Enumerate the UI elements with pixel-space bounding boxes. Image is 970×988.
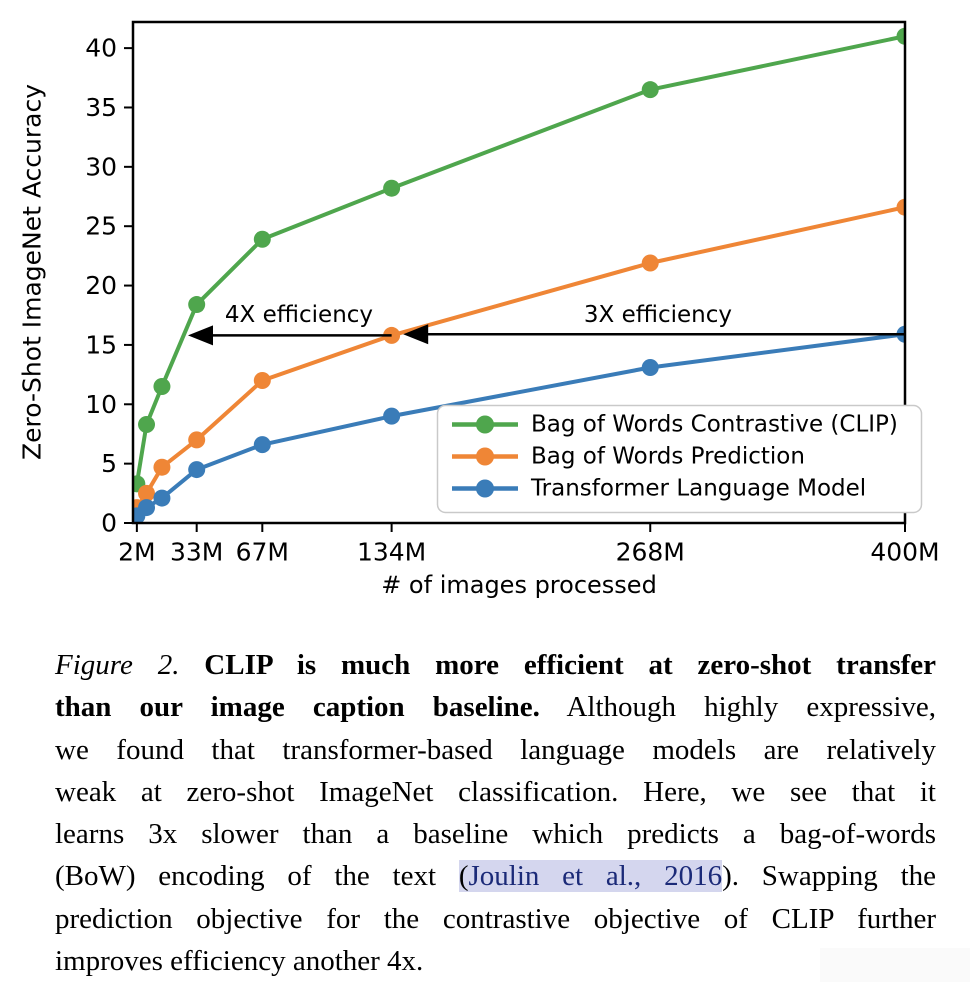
x-axis-label: # of images processed (381, 571, 657, 599)
x-tick-label: 400M (870, 538, 939, 567)
y-tick-label: 40 (85, 34, 117, 63)
data-point (138, 484, 156, 502)
caption-line: weak at zero-shot ImageNet classificatio… (55, 771, 936, 813)
caption-text: Although highly expressive, (539, 691, 937, 724)
caption-text: prediction objective for the contrastive… (55, 902, 936, 935)
data-point (253, 372, 271, 390)
legend-box (436, 404, 923, 514)
data-point (153, 377, 171, 395)
caption-line: (BoW) encoding of the text (Joulin et al… (55, 855, 936, 897)
figure-caption: Figure 2. CLIP is much more efficient at… (55, 644, 936, 982)
data-point (896, 198, 905, 216)
y-tick-label: 10 (85, 390, 117, 419)
data-point (641, 81, 659, 99)
caption-text: CLIP is much more efficient at zero-shot… (179, 649, 937, 681)
legend-marker (476, 415, 494, 434)
screenshot-artifact (820, 948, 970, 982)
x-tick-label: 67M (236, 538, 289, 567)
annotations: 4X efficiency 3X efficiency (188, 302, 905, 346)
data-point (253, 230, 271, 248)
y-tick-label: 15 (85, 330, 117, 359)
annotation-label-1: 3X efficiency (584, 302, 732, 328)
caption-text: than our image caption baseline. (55, 691, 540, 724)
caption-line: we found that transformer-based language… (55, 729, 936, 771)
caption-text: ( (458, 860, 469, 893)
caption-text: we found that transformer-based language… (55, 733, 936, 766)
legend-label: Bag of Words Contrastive (CLIP) (531, 412, 898, 438)
caption-text: Figure 2. (55, 649, 180, 681)
data-point (641, 254, 659, 272)
x-tick-label: 2M (118, 538, 155, 567)
data-point (253, 436, 271, 454)
y-tick-label: 25 (85, 212, 117, 241)
data-point (138, 499, 156, 517)
caption-text: improves efficiency another 4x. (55, 945, 424, 978)
caption-line: Figure 2. CLIP is much more efficient at… (55, 644, 936, 686)
y-tick-label: 5 (101, 449, 117, 478)
x-tick-label: 268M (616, 538, 685, 567)
caption-line: improves efficiency another 4x. (55, 940, 936, 982)
data-point (383, 407, 401, 425)
legend-label: Transformer Language Model (530, 476, 866, 502)
arrowhead-icon (403, 324, 429, 345)
axes: 0 5 10 15 20 25 30 35 40 2M 33M 67M 134M 268M 400M (85, 34, 939, 567)
data-point (138, 415, 156, 433)
caption-text: ). Swapping the (722, 860, 936, 893)
caption-line: prediction objective for the contrastive… (55, 898, 936, 940)
legend: Bag of Words Contrastive (CLIP) Bag of W… (436, 404, 923, 514)
y-tick-label: 35 (85, 93, 117, 122)
annotation-label-0: 4X efficiency (225, 302, 373, 328)
data-point (153, 458, 171, 476)
caption-line: than our image caption baseline. Althoug… (55, 686, 936, 728)
plot-frame (131, 20, 907, 525)
y-axis-label: Zero-Shot ImageNet Accuracy (18, 84, 47, 460)
figure-chart: 0 5 10 15 20 25 30 35 40 2M 33M 67M 134M 268M 400M 4X … (18, 20, 940, 599)
caption-text: learns 3x slower than a baseline which p… (55, 818, 936, 851)
legend-label: Bag of Words Prediction (531, 444, 805, 470)
data-point (383, 179, 401, 197)
x-tick-label: 134M (357, 538, 426, 567)
y-tick-label: 30 (85, 152, 117, 181)
legend-marker (476, 479, 494, 498)
caption-text: (BoW) encoding of the text (55, 860, 459, 893)
data-point (896, 27, 905, 45)
y-tick-label: 20 (85, 271, 117, 300)
x-tick-label: 33M (170, 538, 223, 567)
y-tick-label: 0 (101, 509, 117, 538)
data-point (188, 296, 206, 314)
data-point (188, 461, 206, 479)
data-point (641, 358, 659, 376)
citation-link[interactable]: Joulin et al., 2016 (468, 860, 723, 893)
arrowhead-icon (188, 325, 214, 346)
caption-text: weak at zero-shot ImageNet classificatio… (55, 775, 936, 808)
legend-marker (476, 447, 494, 466)
plot-series (133, 27, 905, 523)
caption-line: learns 3x slower than a baseline which p… (55, 813, 936, 855)
data-point (153, 489, 171, 507)
data-point (188, 431, 206, 449)
